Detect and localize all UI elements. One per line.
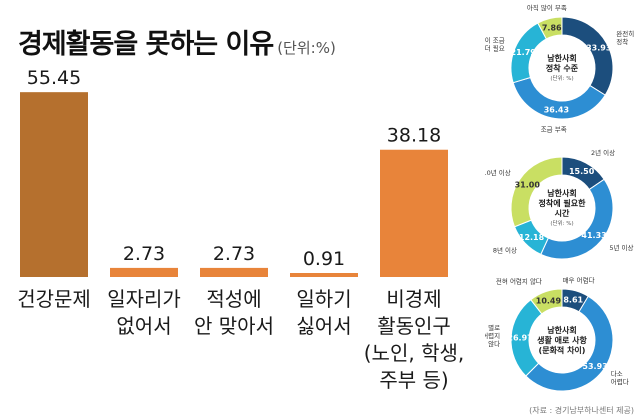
donut-2-value-0: 8.61 bbox=[563, 296, 583, 305]
bar-category-label-4: 비경제 활동인구 (노인, 학생, 주부 등) bbox=[364, 287, 464, 392]
bar-value-label-1: 2.73 bbox=[123, 243, 165, 265]
donut-0-slice-label-0: 완전히 정착 bbox=[616, 29, 634, 46]
donut-2-slice-3 bbox=[530, 288, 563, 315]
donut-1-slice-label-2: 8년 이상 bbox=[493, 246, 517, 255]
donut-1-slice-label-0: 2년 이상 bbox=[591, 148, 615, 157]
donut-0-slice-label-3: 아직 많이 부족 bbox=[527, 3, 567, 12]
donut-1-slice-1 bbox=[540, 178, 614, 260]
bar-category-label-3: 일하기 싫어서 bbox=[296, 287, 351, 338]
donut-1-value-3: 31.00 bbox=[515, 180, 541, 189]
bar-category-label-2: 적성에 안 맞아서 bbox=[194, 287, 274, 338]
donut-2-value-2: 26.97 bbox=[507, 333, 532, 342]
donut-1-value-2: 12.18 bbox=[519, 233, 545, 242]
bar-value-label-4: 38.18 bbox=[387, 125, 441, 147]
donut-2-center-label: 남한사회 생활 애로 사항 (문화적 차이) bbox=[537, 325, 587, 355]
chart-title: 경제활동을 못하는 이유 (단위:%) bbox=[18, 29, 336, 60]
donut-0-slice-3 bbox=[537, 16, 563, 40]
donut-0-center-label: 남한사회 정착 수준 bbox=[546, 53, 579, 73]
donut-1-slice-label-3: 10년 이상 bbox=[485, 168, 511, 177]
bar-value-label-2: 2.73 bbox=[213, 243, 255, 265]
donut-0-value-3: 7.86 bbox=[542, 23, 562, 32]
donut-2-slice-label-3: 전혀 어렵지 않다 bbox=[496, 276, 542, 285]
bar-2 bbox=[200, 267, 268, 277]
donut-2-slice-label-2: 별로 어렵지 않다 bbox=[485, 323, 500, 348]
bar-value-label-0: 55.45 bbox=[27, 67, 81, 89]
chart-title-unit: (단위:%) bbox=[277, 39, 336, 57]
donut-2-slice-1 bbox=[525, 295, 614, 392]
bar-4 bbox=[380, 149, 448, 277]
donut-0-slice-label-2: 시간이 조금더 필요 bbox=[485, 35, 505, 52]
bar-0 bbox=[20, 92, 88, 278]
donut-0-value-2: 21.79 bbox=[511, 48, 537, 57]
donut-1-value-0: 15.50 bbox=[569, 167, 595, 176]
bar-value-label-3: 0.91 bbox=[303, 248, 345, 270]
donut-2-slice-label-0: 매우 어렵다 bbox=[563, 275, 595, 284]
bar-1 bbox=[110, 267, 178, 277]
donut-1-unit: (단위: %) bbox=[550, 219, 573, 227]
bar-chart: 55.45 건강문제 2.73 일자리가 없어서 2.73 적성에 안 맞아서 0.91 일하기 싫… bbox=[17, 67, 464, 392]
donut-1-value-1: 41.33 bbox=[581, 231, 606, 240]
donut-1-slice-label-1: 5년 이상 bbox=[609, 243, 633, 252]
donut-2-slice-label-1: 다소 어렵다 bbox=[611, 369, 629, 386]
donut-0-value-0: 33.93 bbox=[586, 44, 611, 53]
donut-0-value-1: 36.43 bbox=[544, 106, 569, 115]
donut-2-value-1: 53.93 bbox=[582, 362, 607, 371]
bar-category-label-0: 건강문제 bbox=[17, 287, 91, 311]
donut-0-slice-label-1: 조금 부족 bbox=[541, 125, 567, 133]
donut-2-value-3: 10.49 bbox=[536, 296, 562, 305]
donut-living-difficulty: 8.61 매우 어렵다 53.93 다소 어렵다 26.97 별로 어렵지 않다 10.49 전혀 … bbox=[485, 275, 629, 392]
source-note: (자료 : 경기남부하나센터 제공) bbox=[529, 406, 634, 415]
bar-3 bbox=[290, 273, 358, 277]
donut-1-slice-3 bbox=[510, 156, 563, 228]
bar-category-label-1: 일자리가 없어서 bbox=[107, 287, 181, 338]
donut-0-unit: (단위: %) bbox=[550, 74, 573, 82]
donut-1-center-label: 남한사회 정착에 필요한 시간 bbox=[539, 188, 587, 218]
